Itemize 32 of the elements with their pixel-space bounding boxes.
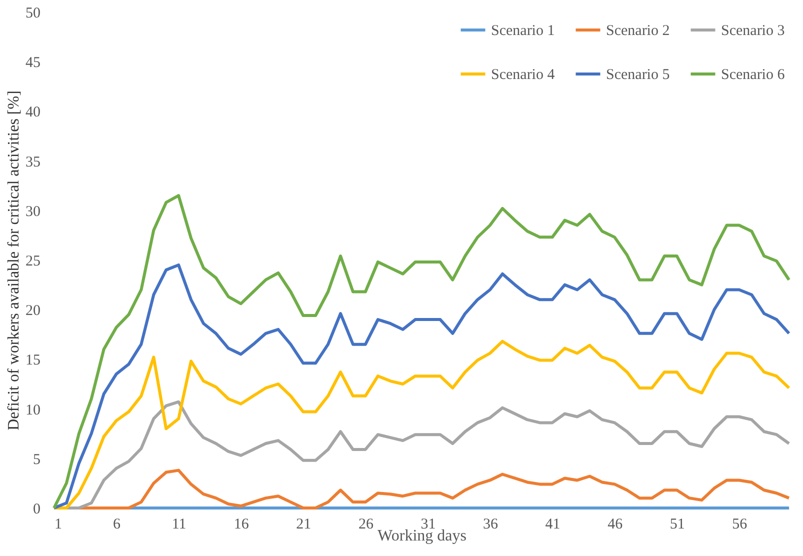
x-tick-label: 41 — [545, 516, 560, 532]
x-tick-label: 16 — [234, 516, 250, 532]
x-tick-label: 51 — [670, 516, 685, 532]
y-tick-label: 35 — [26, 154, 40, 170]
line-series — [52, 194, 790, 510]
x-tick-label: 26 — [358, 516, 374, 532]
y-tick-label: 15 — [26, 352, 40, 369]
y-tick-label: 0 — [33, 502, 40, 518]
legend-label: Scenario 6 — [721, 67, 786, 83]
legend-label: Scenario 5 — [606, 67, 670, 83]
y-tick-label: 10 — [26, 402, 40, 418]
y-tick-label: 50 — [26, 6, 40, 22]
line-series — [52, 340, 790, 510]
x-tick-label: 1 — [54, 516, 62, 532]
legend-label: Scenario 1 — [491, 23, 555, 39]
legend-label: Scenario 4 — [491, 67, 556, 83]
y-tick-label: 20 — [26, 303, 40, 320]
y-tick-label: 25 — [26, 254, 40, 270]
x-tick-label: 36 — [483, 516, 499, 532]
x-tick-label: 46 — [608, 516, 624, 532]
x-tick-label: 56 — [732, 516, 748, 532]
x-tick-label: 21 — [296, 516, 312, 532]
x-tick-label: 6 — [113, 516, 122, 532]
x-tick-label: 11 — [172, 516, 186, 532]
legend-label: Scenario 3 — [721, 23, 785, 39]
legend-label: Scenario 2 — [606, 23, 670, 39]
y-tick-label: 30 — [26, 204, 40, 220]
y-tick-label: 40 — [26, 104, 40, 121]
line-series — [52, 263, 790, 510]
y-tick-label: 45 — [26, 55, 40, 72]
y-tick-label: 5 — [33, 452, 40, 468]
y-axis-title: Deficit of workers available for critical activities [%] — [6, 90, 22, 430]
